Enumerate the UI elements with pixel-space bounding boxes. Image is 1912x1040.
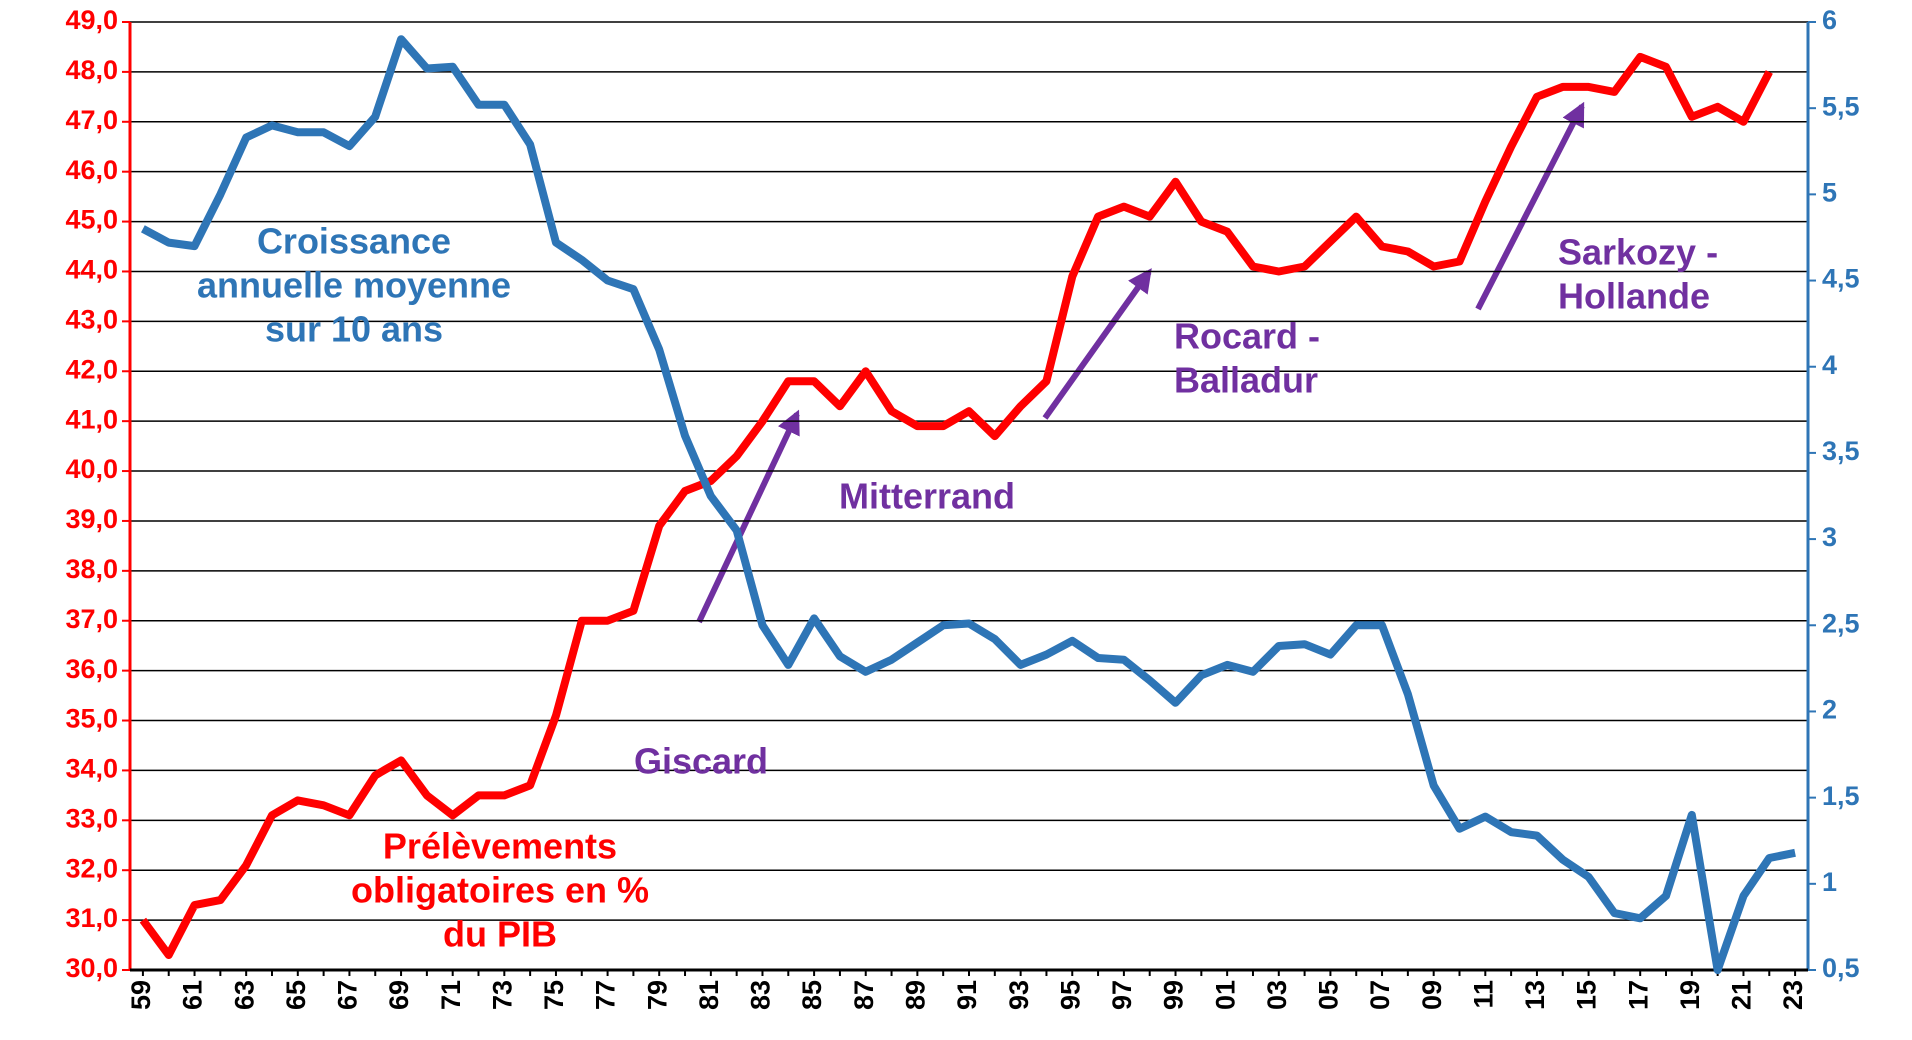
y-tick-label: 34,0 [65,754,118,784]
y2-tick-label: 1 [1822,867,1837,897]
x-tick-label: 69 [384,980,414,1010]
arrow [696,409,800,624]
annotation: annuelle moyenne [197,265,511,306]
y-tick-label: 47,0 [65,105,118,135]
annotation: Sarkozy - [1558,232,1718,273]
x-tick-label: 83 [746,980,776,1010]
x-tick-label: 01 [1210,980,1240,1010]
y-tick-label: 37,0 [65,604,118,634]
y-tick-label: 49,0 [65,5,118,35]
x-tick-label: 71 [436,980,466,1010]
arrow [1475,101,1585,311]
y-tick-label: 41,0 [65,404,118,434]
y2-tick-label: 0,5 [1822,953,1860,983]
x-tick-label: 91 [952,980,982,1010]
annotation: Mitterrand [839,476,1015,517]
x-tick-label: 89 [900,980,930,1010]
x-tick-label: 75 [539,980,569,1010]
y-tick-label: 48,0 [65,55,118,85]
y-tick-label: 30,0 [65,953,118,983]
y-tick-label: 45,0 [65,205,118,235]
x-tick-label: 79 [642,980,672,1010]
y2-tick-label: 4 [1822,350,1837,380]
x-tick-label: 63 [229,980,259,1010]
y2-tick-label: 6 [1822,5,1837,35]
x-tick-label: 99 [1159,980,1189,1010]
series-line [141,35,1796,974]
annotation: Prélèvements [383,826,617,867]
y-tick-label: 31,0 [65,903,118,933]
annotation: Croissance [257,221,451,262]
x-tick-label: 15 [1572,980,1602,1010]
x-tick-label: 23 [1778,980,1808,1010]
x-tick-label: 95 [1055,980,1085,1010]
arrow [1042,268,1152,420]
y2-tick-label: 5 [1822,177,1837,207]
x-tick-label: 21 [1727,980,1757,1010]
x-tick-label: 97 [1107,980,1137,1010]
y-tick-label: 40,0 [65,454,118,484]
y-tick-label: 38,0 [65,554,118,584]
annotation: Giscard [634,741,768,782]
annotation: obligatoires en % [351,870,649,911]
y-tick-label: 42,0 [65,354,118,384]
y-tick-label: 36,0 [65,654,118,684]
x-tick-label: 09 [1417,980,1447,1010]
x-tick-label: 07 [1365,980,1395,1010]
y2-tick-label: 2 [1822,695,1837,725]
x-tick-label: 77 [591,980,621,1010]
y-tick-label: 39,0 [65,504,118,534]
annotation: sur 10 ans [265,309,443,350]
x-tick-label: 85 [797,980,827,1010]
y-tick-label: 44,0 [65,255,118,285]
x-tick-label: 03 [1262,980,1292,1010]
x-tick-label: 59 [126,980,156,1010]
y-tick-label: 46,0 [65,155,118,185]
arrows [696,101,1585,624]
y2-tick-label: 4,5 [1822,264,1860,294]
y-tick-label: 43,0 [65,304,118,334]
annotation: Hollande [1558,276,1710,317]
annotation: Balladur [1174,360,1318,401]
y2-tick-label: 3,5 [1822,436,1860,466]
y2-tick-label: 2,5 [1822,608,1860,638]
series-line [139,52,1773,959]
x-tick-label: 67 [333,980,363,1010]
x-tick-label: 61 [178,980,208,1010]
y2-tick-label: 1,5 [1822,781,1860,811]
x-tick-label: 93 [1004,980,1034,1010]
x-tick-label: 19 [1675,980,1705,1010]
annotation: Rocard - [1174,316,1320,357]
annotation: du PIB [443,914,557,955]
x-tick-label: 17 [1623,980,1653,1010]
x-tick-label: 11 [1468,980,1498,1009]
x-tick-label: 65 [281,980,311,1010]
y2-tick-label: 3 [1822,522,1837,552]
y2-tick-label: 5,5 [1822,91,1860,121]
x-tick-label: 81 [694,980,724,1010]
x-tick-label: 13 [1520,980,1550,1010]
x-tick-label: 87 [849,980,879,1010]
y-tick-label: 35,0 [65,704,118,734]
x-tick-label: 05 [1314,980,1344,1010]
y-tick-label: 32,0 [65,853,118,883]
y-tick-label: 33,0 [65,803,118,833]
x-tick-label: 73 [487,980,517,1010]
